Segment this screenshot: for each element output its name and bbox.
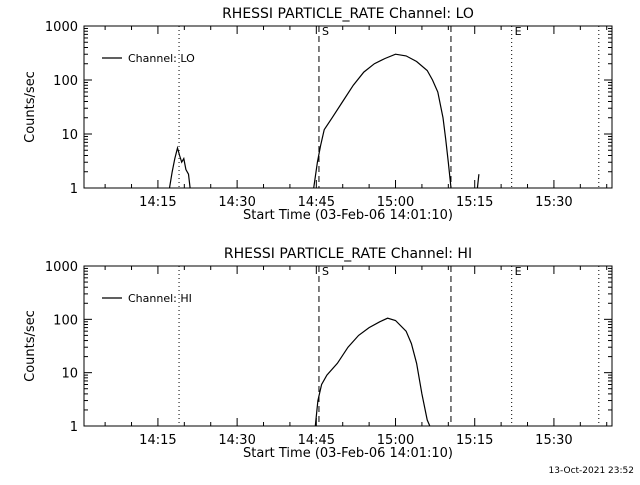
y-tick-label: 100 xyxy=(53,313,78,328)
panel-2: RHESSI PARTICLE_RATE Channel: HI 1 10 100 10… xyxy=(23,246,613,461)
y-tick-label: 100 xyxy=(53,74,78,89)
panel-1: RHESSI PARTICLE_RATE Channel: LO 1 10 100 10… xyxy=(23,6,613,223)
y-tick-label: 1000 xyxy=(45,260,78,275)
marker-label: E xyxy=(515,25,522,38)
series-line xyxy=(314,317,431,427)
x-tick-label: 14:45 xyxy=(298,195,335,210)
y-tick-label: 1 xyxy=(70,182,78,197)
series-line xyxy=(313,53,452,189)
legend-label: Channel: LO xyxy=(128,52,195,65)
x-tick-label: 15:00 xyxy=(377,433,414,448)
x-tick-label: 14:45 xyxy=(298,433,335,448)
y-axis-label: Counts/sec xyxy=(23,71,38,143)
series-line xyxy=(476,174,480,189)
x-axis-label: Start Time (03-Feb-06 14:01:10) xyxy=(243,446,453,461)
x-axis-label: Start Time (03-Feb-06 14:01:10) xyxy=(243,208,453,223)
series-line xyxy=(168,145,191,189)
x-tick-label: 14:30 xyxy=(218,433,255,448)
y-tick-label: 1 xyxy=(70,420,78,435)
x-tick-label: 14:30 xyxy=(218,195,255,210)
x-tick-label: 14:15 xyxy=(139,195,176,210)
plot-frame xyxy=(83,25,613,189)
chart-title: RHESSI PARTICLE_RATE Channel: LO xyxy=(222,6,474,22)
marker-label: S xyxy=(322,265,329,278)
x-tick-label: 15:30 xyxy=(535,433,572,448)
y-tick-label: 1000 xyxy=(45,20,78,35)
chart-title: RHESSI PARTICLE_RATE Channel: HI xyxy=(224,246,472,262)
x-tick-label: 14:15 xyxy=(139,433,176,448)
x-tick-label: 15:15 xyxy=(456,195,493,210)
plot-frame xyxy=(83,265,613,427)
y-tick-label: 10 xyxy=(61,367,78,382)
y-tick-label: 10 xyxy=(61,128,78,143)
footer-timestamp: 13-Oct-2021 23:52 xyxy=(548,466,634,476)
x-tick-label: 15:00 xyxy=(377,195,414,210)
marker-label: E xyxy=(515,265,522,278)
legend-label: Channel: HI xyxy=(128,292,192,305)
x-tick-label: 15:15 xyxy=(456,433,493,448)
x-tick-label: 15:30 xyxy=(535,195,572,210)
marker-label: S xyxy=(322,25,329,38)
y-axis-label: Counts/sec xyxy=(23,310,38,382)
